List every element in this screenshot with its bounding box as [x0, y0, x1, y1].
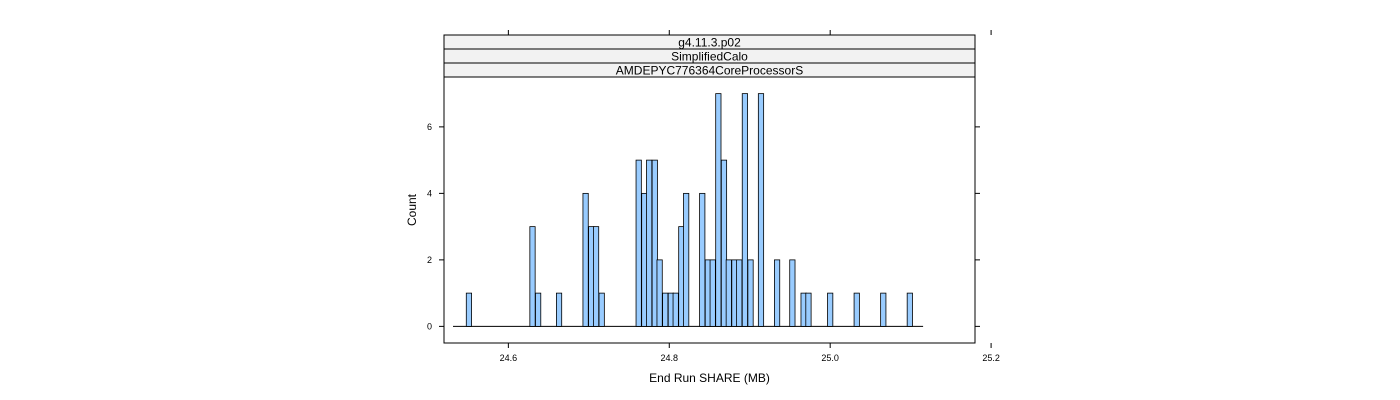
- strip-label-benchmark: SimplifiedCalo: [671, 50, 748, 64]
- histogram-bar: [656, 259, 663, 327]
- histogram-bar: [593, 226, 600, 327]
- y-tick-label: 0: [427, 321, 432, 331]
- histogram-bar: [683, 192, 690, 327]
- histogram-bar: [598, 292, 605, 327]
- histogram-bar: [535, 292, 542, 327]
- strip-panel: g4.11.3.p02 SimplifiedCalo AMDEPYC776364…: [443, 34, 976, 78]
- histogram-bar: [699, 192, 706, 327]
- histogram-bar: [635, 159, 642, 327]
- histogram-bar: [720, 159, 728, 327]
- histogram-bar: [747, 259, 754, 327]
- plot-frame: [443, 76, 976, 344]
- histogram-bar: [880, 292, 887, 327]
- histogram-bar: [555, 292, 563, 327]
- histogram-bar: [757, 93, 765, 327]
- histogram-bar: [651, 159, 658, 327]
- strip-label-version: g4.11.3.p02: [678, 36, 741, 50]
- histogram-bar: [805, 292, 812, 327]
- histogram-bar: [465, 292, 472, 327]
- axis-ticks: 24.6 24.8 25.0 25.2 0 2 4 6: [427, 30, 1000, 363]
- histogram-bar: [736, 259, 743, 327]
- histogram-bar: [529, 226, 536, 327]
- y-tick-label: 6: [427, 122, 432, 132]
- y-tick-label: 2: [427, 255, 432, 265]
- histogram-bar: [709, 259, 716, 327]
- strip-label-processor: AMDEPYC776364CoreProcessorS: [616, 64, 803, 78]
- histogram-bar: [827, 292, 834, 327]
- x-tick-label: 25.2: [982, 353, 1000, 363]
- histogram-bars: [453, 93, 924, 327]
- histogram-bar: [789, 259, 796, 327]
- x-axis-label: End Run SHARE (MB): [649, 371, 770, 385]
- x-tick-label: 25.0: [821, 353, 839, 363]
- y-tick-label: 4: [427, 188, 432, 198]
- histogram-bar: [662, 292, 669, 327]
- histogram-bar: [774, 259, 781, 327]
- histogram-bar: [672, 292, 679, 327]
- y-axis-label: Count: [405, 193, 419, 226]
- x-tick-label: 24.8: [661, 353, 679, 363]
- x-tick-label: 24.6: [500, 353, 518, 363]
- histogram-bar: [715, 93, 722, 327]
- histogram-bar: [741, 93, 748, 327]
- histogram-bar: [906, 292, 913, 327]
- histogram-bar: [646, 159, 653, 327]
- histogram-bar: [853, 292, 860, 327]
- histogram-bar: [725, 259, 732, 327]
- histogram-bar: [582, 192, 589, 327]
